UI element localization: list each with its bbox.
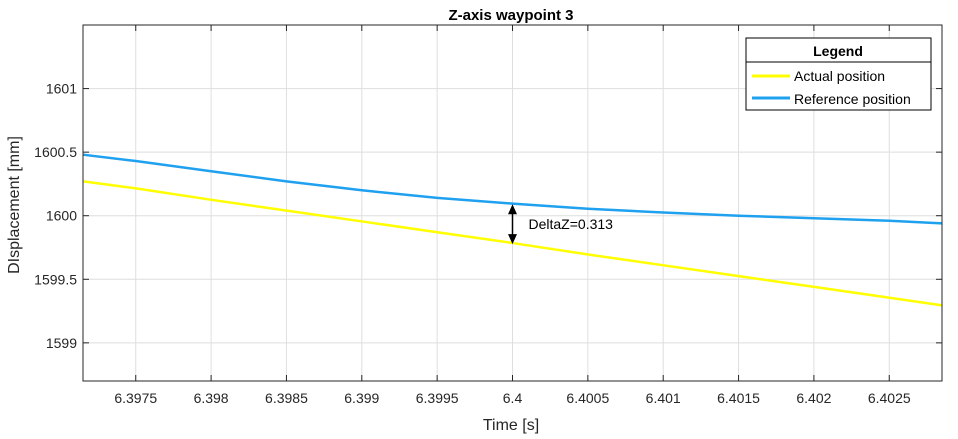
y-axis-label: DIsplacement [mm]: [6, 136, 23, 274]
x-tick-label: 6.4025: [868, 390, 911, 406]
x-tick-label: 6.4015: [717, 390, 760, 406]
legend-label-reference: Reference position: [794, 91, 911, 107]
x-axis-label: Time [s]: [483, 417, 539, 434]
y-tick-label: 1600.5: [34, 144, 77, 160]
x-tick-label: 6.3985: [265, 390, 308, 406]
x-tick-label: 6.4005: [566, 390, 609, 406]
y-tick-labels: 1599 1599.5 1600 1600.5 1601: [34, 81, 77, 351]
series-line-reference-position: [82, 153, 943, 225]
delta-label: DeltaZ=0.313: [529, 216, 614, 232]
y-tick-label: 1599.5: [34, 271, 77, 287]
legend-label-actual: Actual position: [794, 68, 885, 84]
delta-arrowhead-up: [508, 204, 517, 215]
delta-arrowhead-down: [508, 234, 517, 245]
x-tick-label: 6.402: [796, 390, 831, 406]
axes-frame: [82, 24, 943, 382]
x-tick-label: 6.401: [646, 390, 681, 406]
x-tick-label: 6.398: [194, 390, 229, 406]
x-tick-label: 6.3995: [416, 390, 459, 406]
delta-annotation: DeltaZ=0.313: [508, 204, 614, 245]
legend: Legend Actual position Reference positio…: [745, 37, 932, 111]
x-tick-labels: 6.3975 6.398 6.3985 6.399 6.3995 6.4 6.4005 6.4…: [114, 390, 911, 406]
chart-title: Z-axis waypoint 3: [448, 7, 573, 24]
x-tick-label: 6.399: [344, 390, 379, 406]
legend-title: Legend: [813, 43, 863, 59]
y-tick-label: 1600: [46, 208, 77, 224]
x-tick-label: 6.4: [503, 390, 523, 406]
y-tick-label: 1601: [46, 81, 77, 97]
y-tick-label: 1599: [46, 335, 77, 351]
x-tick-label: 6.3975: [114, 390, 157, 406]
